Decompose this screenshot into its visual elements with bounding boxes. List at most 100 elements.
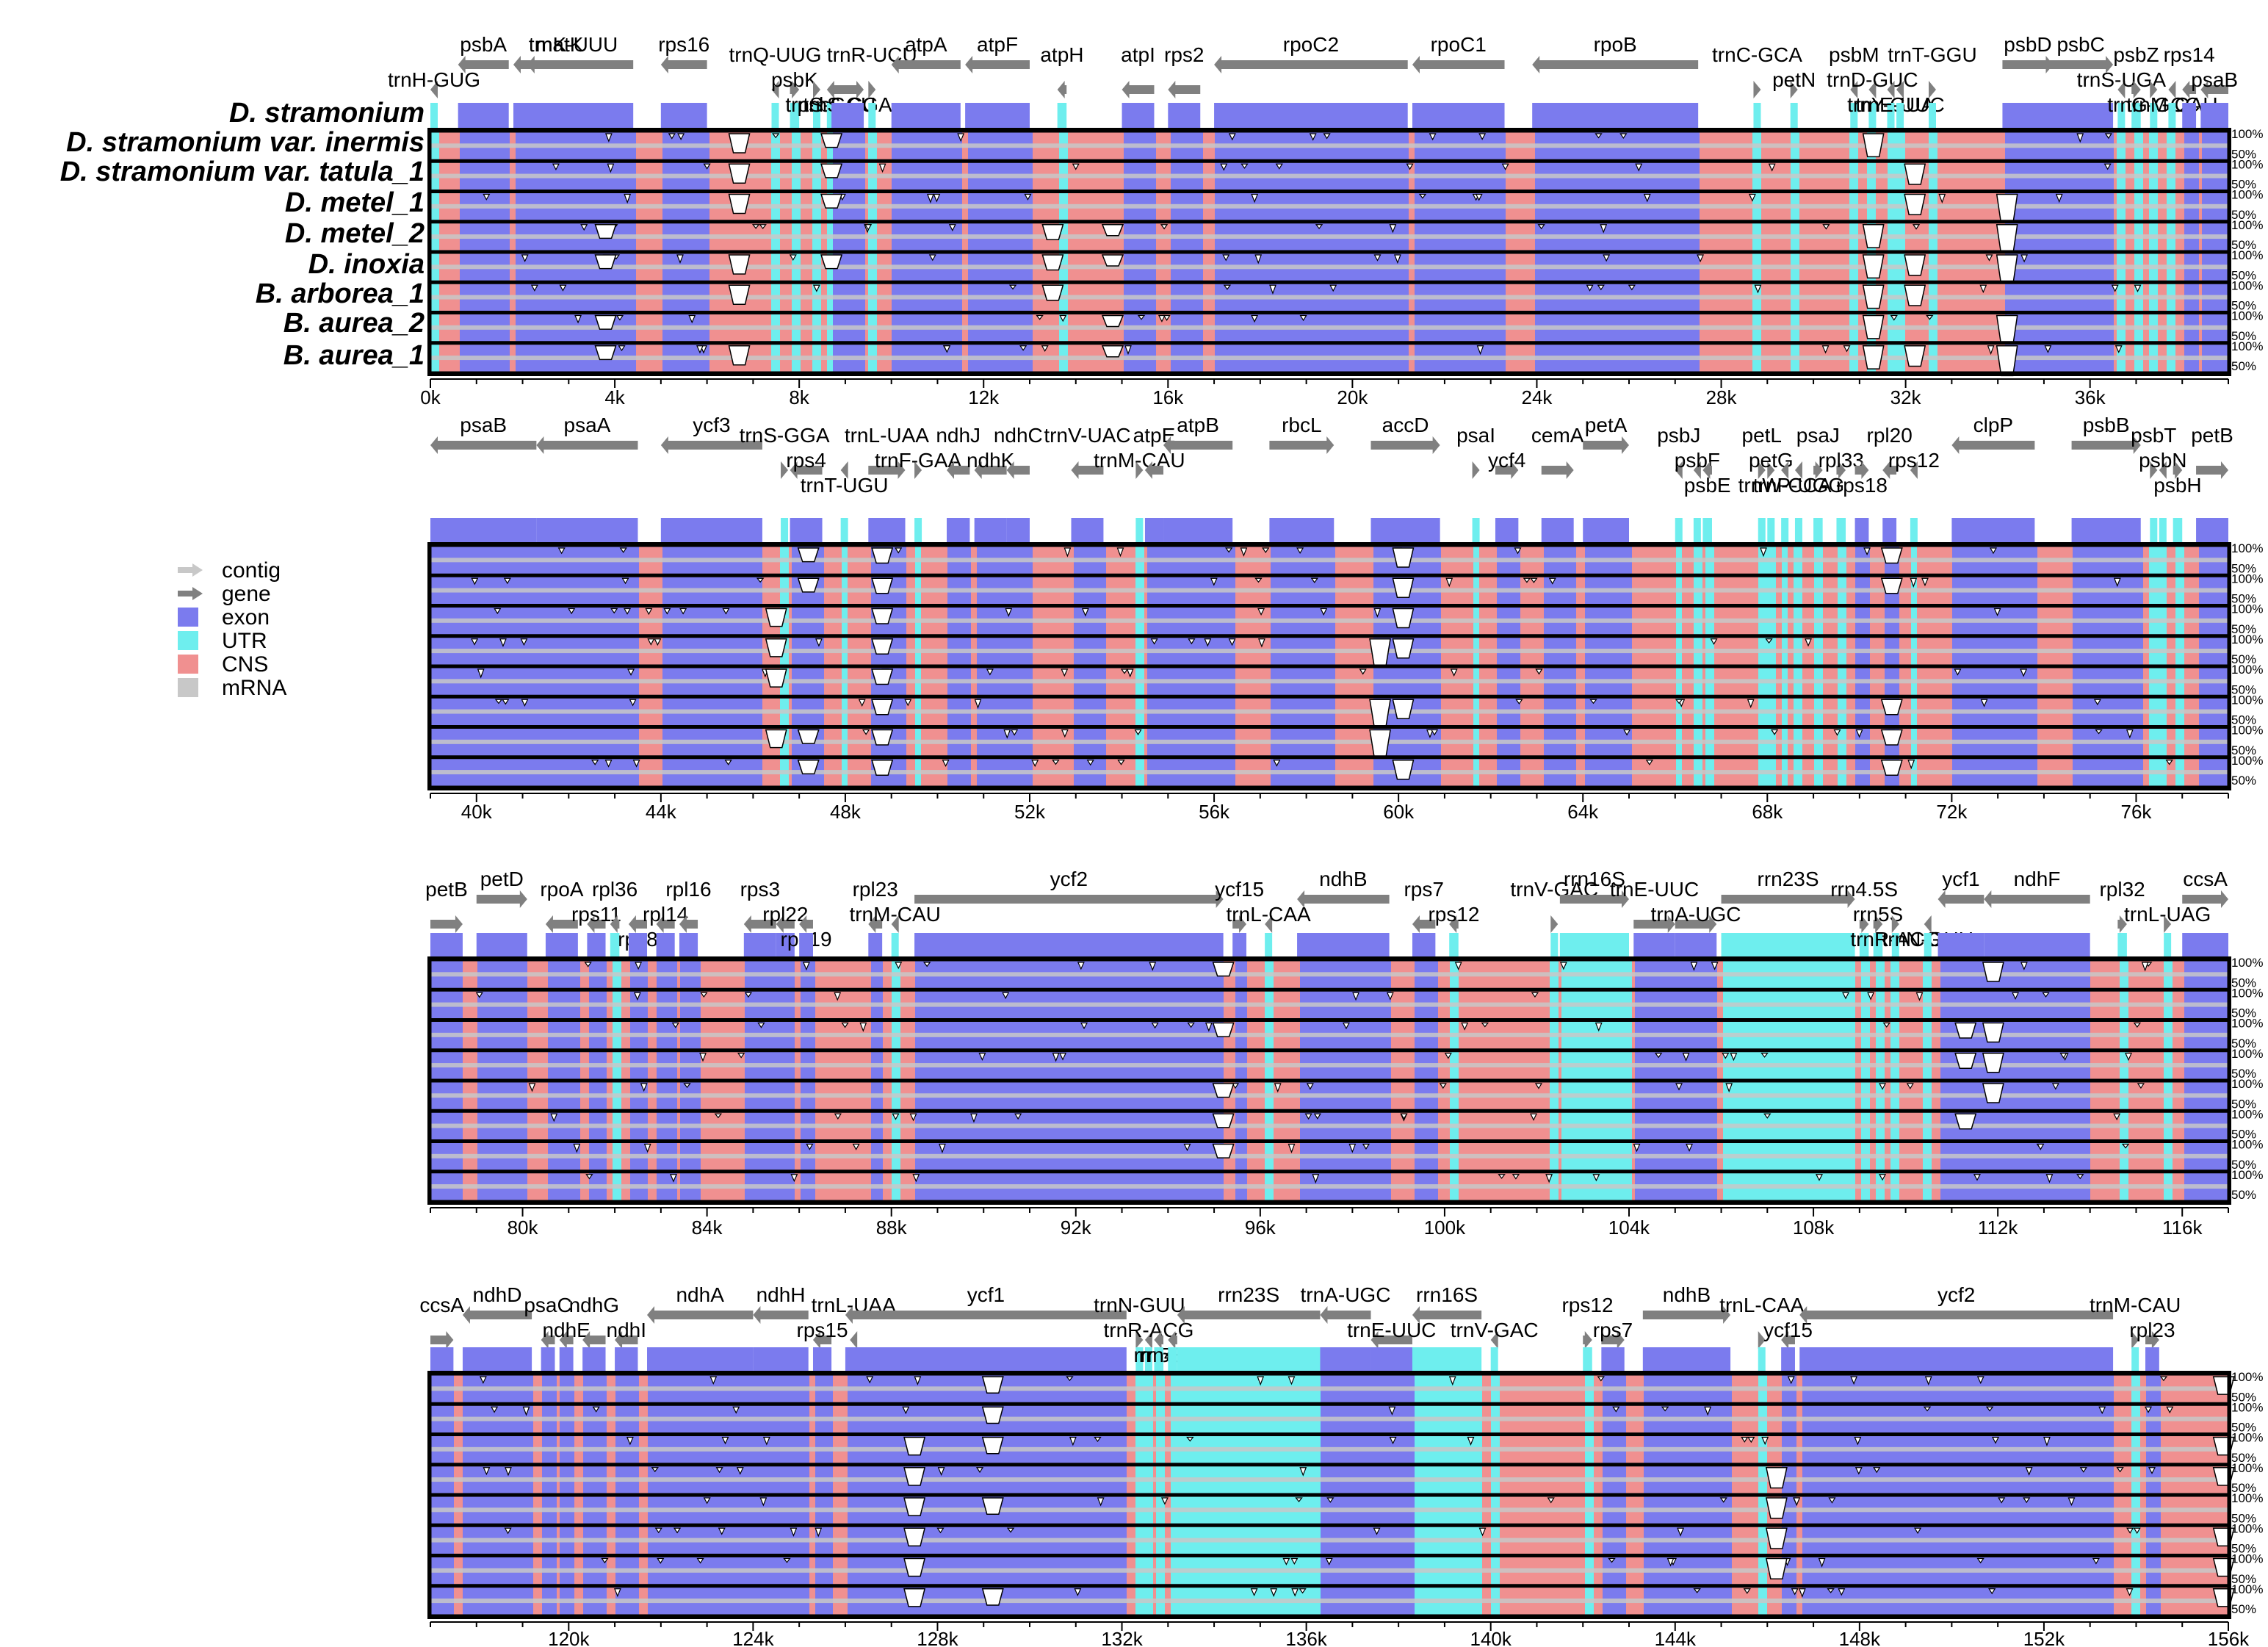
feature-block [610, 933, 620, 959]
mrna-line [430, 679, 2228, 684]
identity-dip [1251, 193, 1259, 203]
feature-block [831, 103, 864, 129]
feature-block [1265, 933, 1273, 959]
identity-dip [2104, 133, 2112, 140]
mrna-line [430, 1477, 2228, 1482]
gene-arrow [1910, 461, 1918, 479]
feature-block [1929, 103, 1936, 129]
identity-dip [2121, 1143, 2130, 1149]
identity-dip [762, 1436, 770, 1446]
identity-dip [1406, 163, 1414, 170]
tick-label: 112k [1978, 1217, 2018, 1239]
identity-dip [1548, 577, 1556, 585]
identity-dip [2125, 1053, 2132, 1062]
tick-label: 116k [2162, 1217, 2203, 1239]
identity-dip [724, 760, 732, 765]
tick-label: 124k [732, 1628, 774, 1647]
identity-dip [696, 1557, 704, 1564]
gene-label: psaJ [1796, 424, 1840, 447]
identity-dip [1299, 314, 1307, 322]
identity-dip [757, 1022, 765, 1028]
identity-dip [1661, 1406, 1669, 1412]
identity-dip [1475, 193, 1483, 201]
identity-dip [864, 224, 873, 231]
feature-block [2048, 103, 2114, 129]
gene-label: rpl32 [2099, 878, 2145, 901]
identity-dip [635, 962, 643, 970]
identity-dip [610, 608, 618, 614]
gene-arrow [1168, 81, 1201, 98]
identity-dip [1822, 224, 1830, 230]
gene-arrow [2196, 461, 2228, 479]
mrna-line [430, 588, 2228, 593]
gene-label: psbH [2153, 474, 2201, 497]
identity-dip [2137, 1083, 2145, 1089]
gene-arrow [1887, 81, 1895, 98]
identity-dip [1880, 729, 1903, 746]
gene-label: rps15 [797, 1319, 848, 1341]
gene-arrow [2145, 1331, 2159, 1349]
gene-arrow [1144, 461, 1164, 479]
identity-dip [2067, 1497, 2076, 1507]
tick-label: 40k [461, 801, 493, 823]
identity-dip [703, 1497, 711, 1504]
feature-block [660, 103, 707, 129]
identity-dip [1592, 1174, 1600, 1182]
gene-arrow [430, 1331, 454, 1349]
gene-arrow [2159, 461, 2167, 479]
identity-dip [2103, 163, 2112, 170]
gene-arrow [1799, 1306, 2114, 1324]
feature-block [1122, 103, 1155, 129]
percent-label: 100% [2231, 188, 2263, 202]
tick-label: 48k [830, 801, 862, 823]
tick-label: 84k [692, 1217, 723, 1239]
tick-label: 108k [1793, 1217, 1835, 1239]
gene-arrow [1168, 1331, 1177, 1349]
identity-dip [2042, 992, 2050, 998]
gene-arrow [2182, 890, 2228, 908]
identity-dip [657, 1557, 665, 1564]
identity-dip [1586, 284, 1594, 292]
panel: ccsA ndhD psaC ndhE ndhG ndhI ndhA ndhH rps15 trn… [419, 1283, 2263, 1647]
gene-label: rrn23S [1218, 1283, 1279, 1306]
gene-arrow [458, 56, 509, 73]
gene-label: rrn16S [1416, 1283, 1478, 1306]
identity-dip [2159, 1376, 2168, 1382]
percent-label: 50% [2231, 299, 2256, 313]
track: 100% 50% [429, 1491, 2263, 1526]
mrna-line [430, 143, 2228, 148]
identity-dip [1461, 1022, 1469, 1031]
identity-dip [903, 1436, 926, 1456]
gene-label: rps12 [1428, 903, 1479, 926]
feature-block [1887, 103, 1895, 129]
feature-block [2200, 103, 2228, 129]
percent-label: 50% [2231, 1511, 2256, 1525]
identity-dip [841, 1022, 849, 1028]
gene-arrow [914, 461, 922, 479]
identity-dip [803, 962, 810, 971]
feature-block [845, 1347, 1127, 1374]
identity-dip [2144, 1406, 2152, 1413]
identity-dip [1342, 1022, 1350, 1030]
gene-label: trnN-GUU [1094, 1294, 1185, 1316]
identity-dip [585, 1174, 593, 1180]
gene-label: trnA-UGC [1651, 903, 1741, 926]
identity-dip [1386, 992, 1394, 1001]
identity-dip [1160, 1497, 1169, 1505]
gene-arrow [1232, 915, 1247, 933]
gene-label: trnP-UGG [1753, 474, 1844, 497]
identity-dip [1982, 1053, 2004, 1073]
identity-dip [728, 345, 751, 366]
gene-label: rrn16S [1564, 868, 1625, 890]
feature-block [462, 1347, 532, 1374]
identity-dip [2098, 1406, 2106, 1415]
percent-label: 50% [2231, 1188, 2256, 1202]
identity-dip [895, 962, 903, 970]
gene-label: rpl20 [1867, 424, 1913, 447]
identity-dip [928, 254, 936, 262]
identity-dip [1212, 1022, 1235, 1037]
identity-dip [1061, 729, 1069, 738]
gene-label: psaB [2191, 68, 2238, 91]
percent-label: 100% [2231, 248, 2263, 262]
